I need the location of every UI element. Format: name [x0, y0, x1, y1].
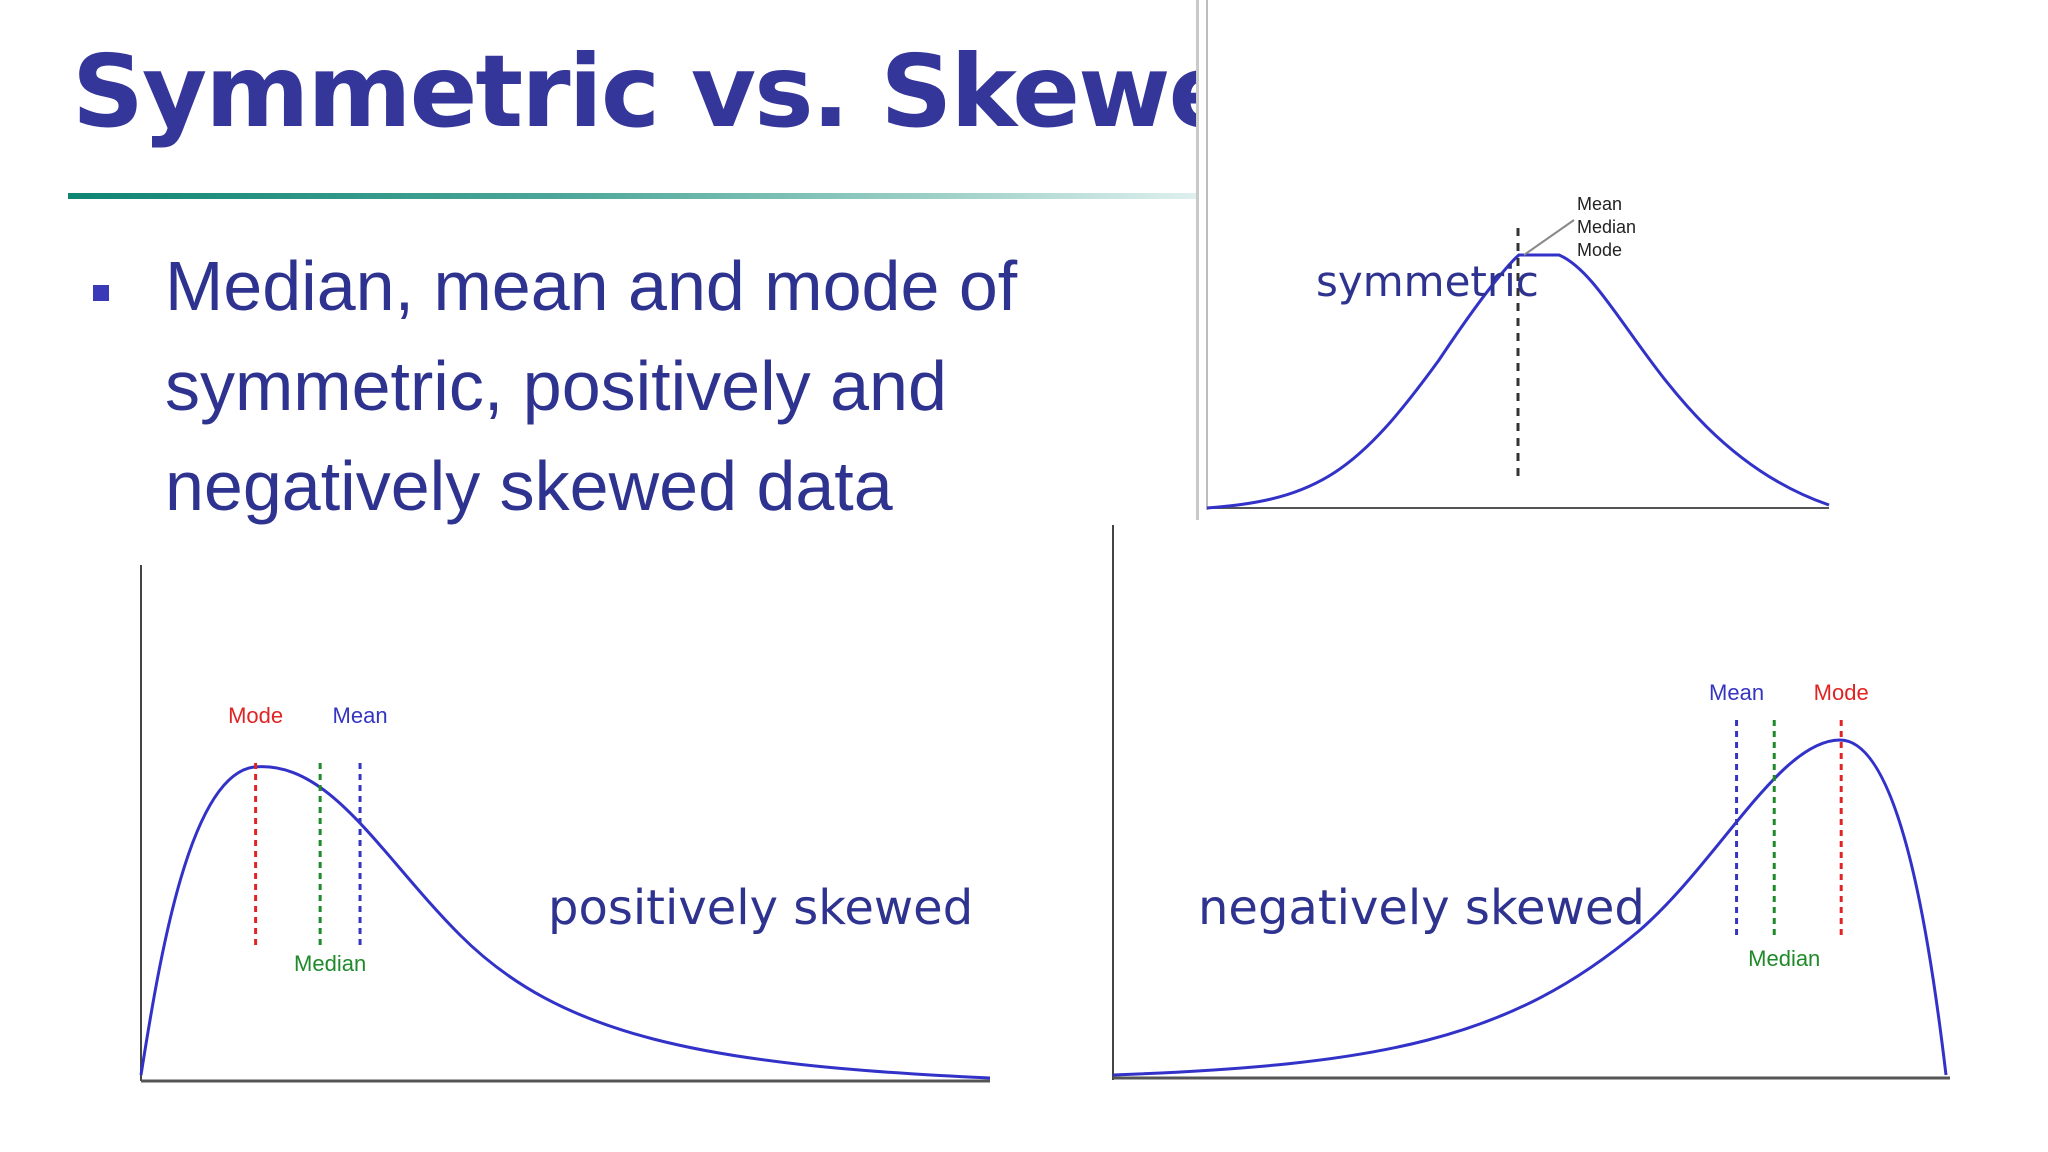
- neg-mean-label: Mean: [1709, 680, 1764, 705]
- negatively-skewed-chart-svg: Mean Median Mode: [1112, 525, 1950, 1080]
- bullet-text: Median, mean and mode of symmetric, posi…: [165, 247, 1018, 525]
- positively-skewed-chart: Mode Median Mean: [0, 535, 1040, 1135]
- neg-mode-label: Mode: [1814, 680, 1869, 705]
- title-divider: [68, 193, 1198, 199]
- bullet-square-icon: [93, 285, 109, 301]
- symmetric-pointer-line: [1523, 219, 1575, 256]
- pos-mode-label: Mode: [228, 703, 283, 728]
- negatively-skewed-label: negatively skewed: [1198, 880, 1645, 936]
- symmetric-chart-svg: Mean Median Mode: [1206, 0, 1830, 510]
- pos-mean-label: Mean: [333, 703, 388, 728]
- positively-skewed-label: positively skewed: [548, 880, 974, 936]
- symmetric-annotation-mean: Mean: [1577, 194, 1622, 214]
- pos-median-label: Median: [294, 951, 366, 976]
- symmetric-annotation-mode: Mode: [1577, 240, 1622, 260]
- symmetric-annotation-median: Median: [1577, 217, 1636, 237]
- neg-curve: [1112, 738, 1948, 1077]
- symmetric-label: symmetric: [1316, 257, 1539, 306]
- positively-skewed-chart-svg: Mode Median Mean: [139, 565, 991, 1083]
- negatively-skewed-chart: Mean Median Mode: [1080, 520, 2048, 1140]
- symmetric-chart: Mean Median Mode: [1196, 0, 2048, 520]
- pos-curve: [139, 765, 991, 1080]
- symmetric-curve: [1206, 253, 1830, 510]
- neg-median-label: Median: [1748, 946, 1820, 971]
